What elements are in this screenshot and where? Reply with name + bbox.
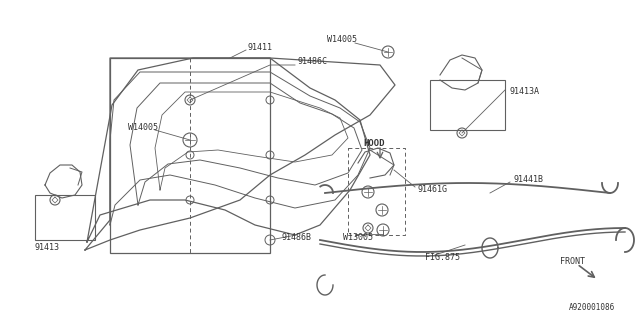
Text: W14005: W14005 — [327, 36, 357, 44]
Text: 91413: 91413 — [35, 244, 60, 252]
Bar — [110, 58, 270, 253]
Text: FIG.875: FIG.875 — [425, 253, 460, 262]
Text: 91441B: 91441B — [514, 175, 544, 185]
Text: A920001086: A920001086 — [569, 302, 615, 311]
Text: 91411: 91411 — [248, 43, 273, 52]
Text: W14005: W14005 — [128, 123, 158, 132]
Text: 91486C: 91486C — [298, 58, 328, 67]
Text: 91461G: 91461G — [418, 186, 448, 195]
Text: 91486B: 91486B — [282, 234, 312, 243]
Bar — [35, 195, 95, 240]
Text: W13005: W13005 — [343, 233, 373, 242]
Text: FRONT: FRONT — [560, 258, 585, 267]
Text: 91413A: 91413A — [510, 87, 540, 97]
Text: HOOD: HOOD — [363, 139, 385, 148]
Bar — [430, 80, 505, 130]
